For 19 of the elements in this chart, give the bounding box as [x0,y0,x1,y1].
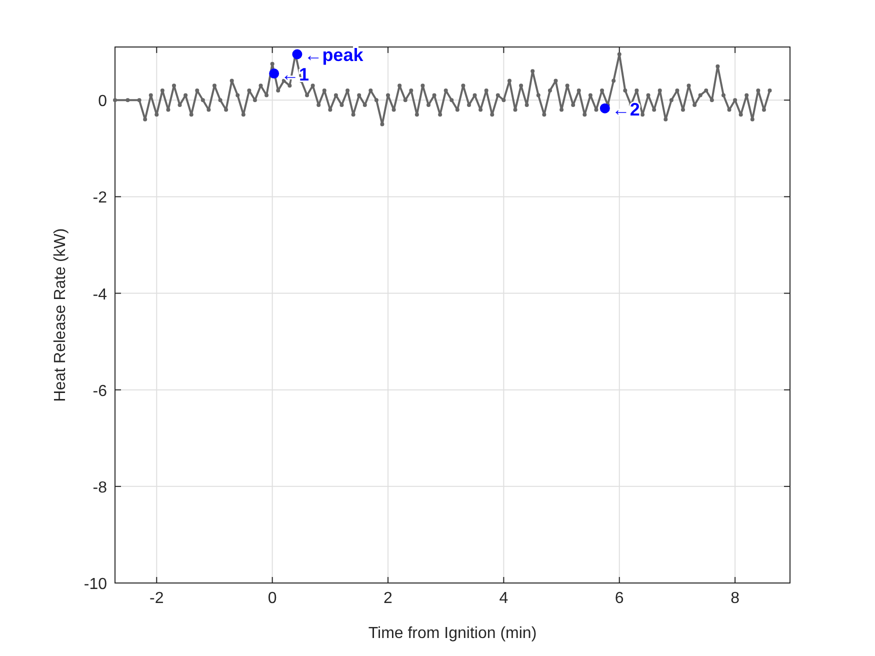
point [292,49,302,60]
x-tick-label: 6 [614,590,624,607]
x-tick-label: 8 [730,590,740,607]
y-axis-title: Heat Release Rate (kW) [52,228,69,402]
x-tick-label: 4 [499,590,508,607]
y-tick-label: -6 [92,382,108,400]
y-tick-label: -2 [92,190,108,207]
y-tick-label: -4 [92,286,108,304]
y-tick-label: -8 [92,479,108,496]
annotation: ←2 [612,99,640,120]
point [269,68,280,79]
x-tick-label: 2 [384,590,393,607]
annotation: ←peak [304,45,364,66]
x-axis-title: Time from Ignition (min) [368,625,537,642]
point [600,103,610,114]
x-tick-label: -2 [150,590,164,607]
y-tick-label: -10 [84,576,108,593]
y-tick-label: 0 [98,93,108,110]
x-tick-label: 0 [268,590,277,607]
